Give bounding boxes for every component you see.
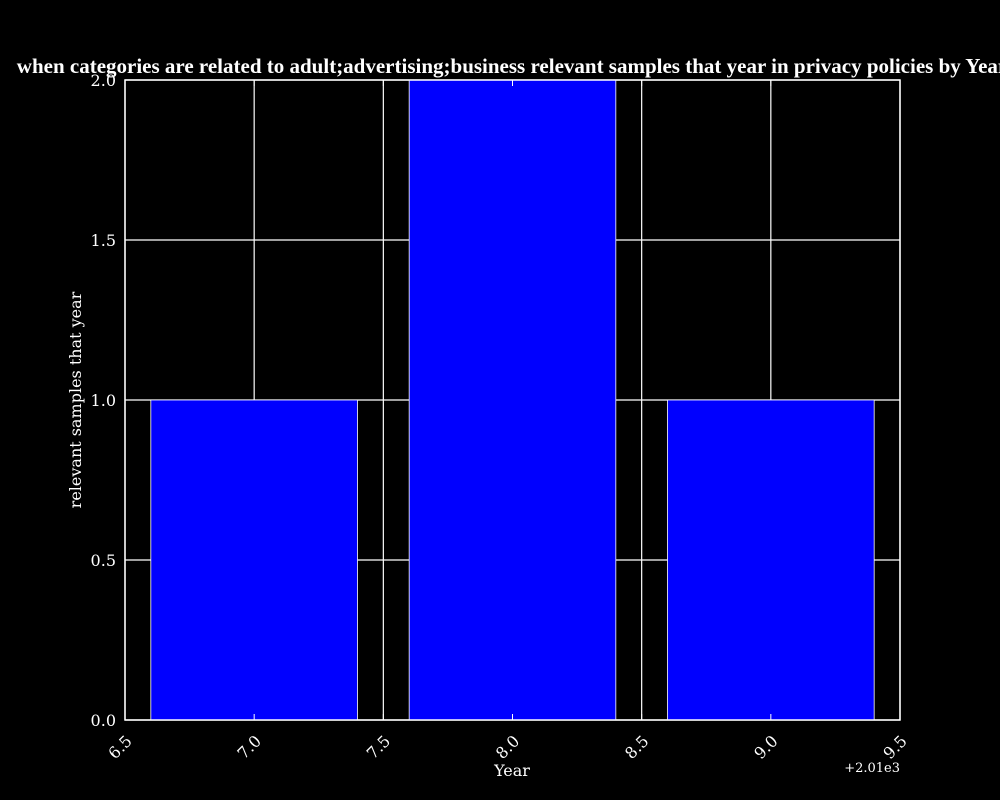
y-tick-label: 0.0 bbox=[91, 711, 116, 730]
y-tick-label: 0.5 bbox=[91, 551, 116, 570]
y-axis-label: relevant samples that year bbox=[66, 291, 85, 508]
y-tick-label: 2.0 bbox=[91, 71, 116, 90]
bar bbox=[667, 399, 875, 721]
y-tick-label: 1.0 bbox=[91, 391, 116, 410]
bar bbox=[150, 399, 358, 721]
x-axis-offset-label: +2.01e3 bbox=[844, 761, 900, 776]
chart-title: when categories are related to adult;adv… bbox=[17, 54, 1000, 78]
bars bbox=[150, 79, 875, 721]
y-tick-label: 1.5 bbox=[91, 231, 116, 250]
bar bbox=[408, 79, 617, 721]
x-axis-label: Year bbox=[493, 761, 530, 780]
